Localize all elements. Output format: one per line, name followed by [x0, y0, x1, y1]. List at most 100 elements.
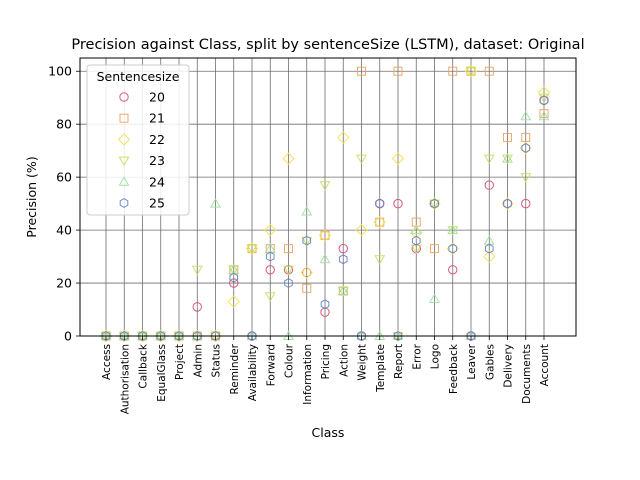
data-point: [538, 110, 550, 121]
data-point: [356, 154, 367, 165]
data-point: [410, 224, 422, 235]
legend: Sentencesize 20 21 22 23 24 25: [86, 64, 190, 216]
legend-marker: [119, 113, 129, 123]
x-tick-label: Report: [393, 344, 405, 379]
data-point: [429, 293, 440, 303]
data-point: [320, 307, 330, 317]
legend-entry: 25: [119, 196, 165, 211]
data-point: [301, 236, 313, 247]
data-point: [264, 223, 277, 237]
data-point: [319, 253, 331, 264]
x-ticks: Access Authorisation Callback EqualGlass Pro…: [101, 336, 551, 414]
data-point: [265, 251, 275, 262]
legend-entry: 22: [117, 132, 165, 147]
x-tick-label: Template: [375, 344, 387, 393]
data-point: [264, 292, 276, 302]
x-tick-label: EqualGlass: [156, 344, 168, 402]
data-point: [411, 235, 421, 246]
data-point: [284, 244, 293, 254]
y-ticks: 0 20 40 60 80 100: [48, 64, 80, 344]
x-tick-label: Callback: [138, 343, 150, 388]
legend-marker: [118, 176, 130, 186]
data-point: [338, 243, 348, 254]
data-point: [192, 302, 202, 312]
data-point: [138, 331, 147, 341]
data-point: [191, 265, 203, 276]
data-point: [521, 132, 531, 142]
data-point: [174, 331, 184, 341]
data-point: [393, 198, 403, 209]
chart-title: Precision against Class, split by senten…: [71, 37, 584, 53]
data-point: [337, 285, 349, 295]
x-tick-label: Action: [338, 344, 350, 377]
legend-entry: 23: [118, 153, 165, 168]
data-point: [520, 173, 532, 183]
legend-box: [86, 64, 190, 216]
data-point: [302, 235, 312, 246]
data-point: [283, 265, 294, 276]
data-point: [393, 331, 403, 341]
legend-label: 22: [149, 132, 165, 147]
data-point: [247, 331, 257, 341]
x-tick-label: Error: [411, 343, 423, 369]
x-tick-label: Logo: [430, 344, 442, 369]
data-point: [483, 154, 495, 165]
data-point: [447, 224, 459, 235]
data-point: [448, 66, 458, 76]
data-point: [301, 206, 313, 216]
data-point: [355, 223, 368, 237]
legend-marker: [117, 133, 131, 146]
data-point: [484, 243, 494, 254]
data-point: [375, 217, 385, 227]
legend-label: 23: [149, 153, 165, 168]
y-axis-label: Precision (%): [24, 156, 39, 237]
data-point: [521, 143, 531, 153]
data-point: [391, 152, 405, 165]
x-tick-label: Gables: [484, 344, 496, 380]
data-point: [483, 250, 496, 263]
x-tick-label: Leaver: [466, 343, 478, 379]
data-point: [430, 244, 439, 254]
data-point: [375, 198, 385, 209]
x-tick-label: Account: [539, 344, 551, 386]
data-point: [430, 198, 439, 209]
series-25: [101, 95, 549, 341]
x-tick-label: Availability: [247, 344, 259, 401]
data-point: [410, 226, 423, 239]
data-point: [302, 283, 312, 293]
data-point: [521, 198, 531, 209]
legend-title: Sentencesize: [97, 69, 180, 84]
x-tick-label: Documents: [521, 344, 533, 404]
legend-label: 21: [149, 111, 165, 126]
legend-marker: [118, 156, 130, 167]
y-tick-label: 40: [56, 223, 72, 238]
x-tick-label: Information: [302, 344, 314, 405]
y-tick-label: 0: [64, 329, 72, 344]
x-tick-label: Access: [101, 344, 113, 380]
data-point: [393, 66, 403, 76]
data-point: [338, 254, 348, 265]
data-point: [302, 267, 312, 278]
y-tick-label: 20: [56, 276, 72, 291]
legend-label: 20: [149, 90, 165, 105]
x-tick-label: Reminder: [229, 343, 241, 394]
data-point: [503, 132, 512, 142]
data-point: [484, 66, 494, 76]
y-tick-label: 60: [56, 170, 72, 185]
data-point: [357, 66, 366, 76]
x-tick-label: Weight: [357, 344, 369, 381]
data-point: [539, 95, 549, 106]
data-point: [284, 278, 293, 289]
data-point: [465, 67, 477, 77]
data-point: [119, 331, 129, 341]
y-tick-label: 100: [48, 64, 72, 79]
legend-marker: [119, 198, 129, 208]
x-tick-label: Delivery: [503, 344, 515, 388]
data-point: [282, 152, 295, 165]
y-tick-label: 80: [56, 117, 72, 132]
data-point: [538, 93, 550, 104]
data-point: [246, 244, 258, 255]
data-point: [320, 299, 330, 310]
data-point: [357, 331, 366, 341]
